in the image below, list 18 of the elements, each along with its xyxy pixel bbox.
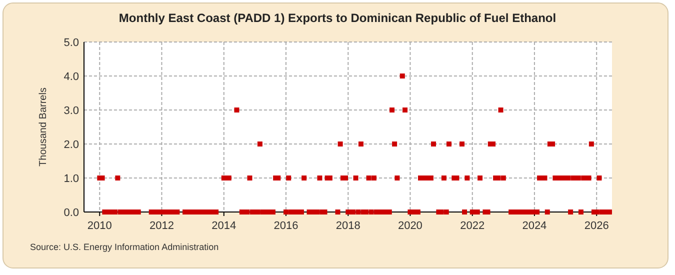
x-tick-label: 2012 (149, 220, 174, 232)
y-tick-label: 0.0 (64, 207, 79, 219)
x-tick-label: 2024 (522, 220, 547, 232)
y-tick-label: 5.0 (64, 37, 79, 49)
x-tick-label: 2010 (87, 220, 112, 232)
source-note: Source: U.S. Energy Information Administration (30, 242, 219, 252)
x-tick-label: 2018 (336, 220, 360, 232)
y-tick-label: 4.0 (64, 71, 79, 83)
x-tick-label: 2020 (398, 220, 422, 232)
x-tick-label: 2016 (274, 220, 298, 232)
y-tick-label: 1.0 (64, 173, 79, 185)
x-tick-label: 2014 (212, 220, 236, 232)
x-tick-label: 2022 (460, 220, 485, 232)
y-tick-label: 2.0 (64, 139, 79, 151)
x-tick-label: 2026 (584, 220, 609, 232)
chart-title: Monthly East Coast (PADD 1) Exports to Dominican Republic of Fuel Ethanol (118, 11, 556, 25)
y-tick-label: 3.0 (64, 105, 79, 117)
y-axis-title: Thousand Barrels (38, 88, 49, 166)
